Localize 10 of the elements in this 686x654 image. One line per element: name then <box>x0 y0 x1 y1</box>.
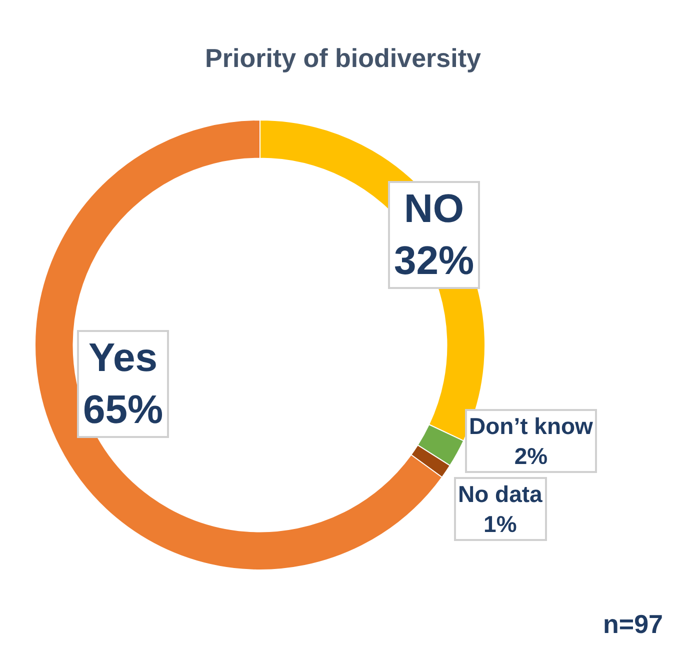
chart-title: Priority of biodiversity <box>205 43 482 74</box>
slice-label: Don’t know <box>469 413 594 439</box>
text: n=97 <box>603 609 663 639</box>
data-label: 65% <box>83 388 164 432</box>
slice-label: Yes <box>88 336 158 380</box>
data-label: 1% <box>484 510 517 537</box>
slice-label: No data <box>458 481 543 507</box>
data-label: 32% <box>394 239 474 283</box>
data-label: 2% <box>514 442 548 469</box>
slice-label: NO <box>404 187 464 231</box>
